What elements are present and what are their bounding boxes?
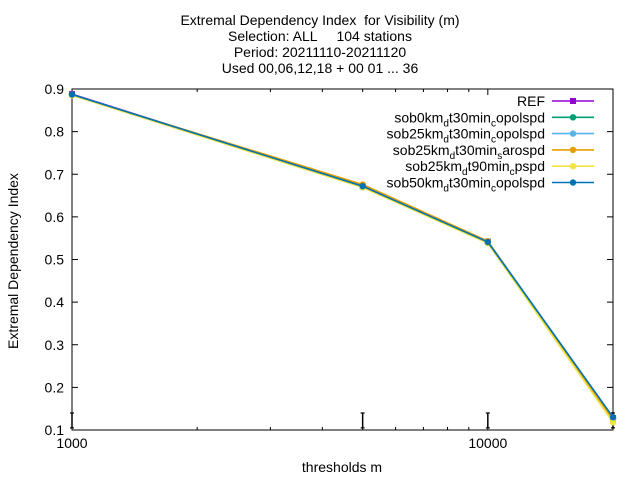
chart-title: Extremal Dependency Index for Visibility… — [180, 12, 460, 28]
x-tick-label: 1000 — [56, 435, 87, 451]
legend-swatch-marker — [569, 179, 577, 186]
legend-text-part: t30min — [449, 126, 491, 142]
legend-label: sob50kmdt30mincopolspd — [387, 175, 545, 195]
threshold-marks — [70, 412, 615, 429]
y-tick-label: 0.8 — [45, 124, 65, 140]
chart-subtitle-period: Period: 20211110-20211120 — [233, 44, 407, 60]
legend-subscript: d — [443, 118, 449, 129]
legend-text-part: t90min — [468, 158, 510, 174]
legend-subscript: c — [491, 118, 496, 129]
legend-swatch-marker — [570, 98, 576, 104]
legend-text-part: sob25km — [393, 142, 450, 158]
legend-text-part: arospd — [502, 142, 545, 158]
legend-swatch-marker — [569, 130, 577, 137]
legend-text-part: t30min — [449, 175, 491, 191]
data-point — [68, 91, 76, 98]
chart-subtitle-used: Used 00,06,12,18 + 00 01 ... 36 — [221, 60, 419, 76]
legend-label: sob25kmdt30mincopolspd — [387, 126, 545, 146]
legend-label: sob25kmdt30minsarospd — [393, 142, 545, 162]
data-point — [609, 414, 617, 421]
legend-text-part: opolspd — [496, 109, 545, 125]
data-point — [359, 182, 366, 190]
legend-subscript: c — [510, 167, 515, 178]
legend-swatch-marker — [569, 163, 577, 170]
x-tick-label: 10000 — [468, 435, 507, 451]
legend-text-part: REF — [517, 93, 545, 109]
legend-subscript: c — [491, 184, 496, 195]
legend-subscript: d — [443, 184, 449, 195]
legend-subscript: d — [462, 167, 468, 178]
legend-label: sob25kmdt90mincpspd — [405, 158, 545, 178]
legend-text-part: t30min — [455, 142, 497, 158]
y-tick-label: 0.9 — [45, 81, 65, 97]
legend-text-part: sob25km — [405, 158, 462, 174]
axes: 0.1 0.2 0.3 0.4 0.5 0.6 0.7 0.8 0.9 1000 10000 — [45, 81, 614, 451]
data-point — [484, 238, 492, 246]
series-lines — [68, 91, 617, 426]
legend-text-part: opolspd — [496, 126, 545, 142]
legend-subscript: d — [443, 135, 449, 146]
data-point — [609, 419, 617, 426]
y-axis-label: Extremal Dependency Index — [5, 173, 21, 349]
legend-text-part: pspd — [515, 158, 545, 174]
series-line — [71, 94, 614, 423]
legend-swatch-marker — [569, 114, 577, 121]
x-axis-label: thresholds m — [302, 459, 382, 475]
y-tick-label: 0.7 — [45, 166, 65, 182]
series-line — [71, 93, 614, 418]
chart-subtitle-selection: Selection: ALL 104 stations — [228, 28, 412, 44]
legend-text-part: opolspd — [496, 175, 545, 191]
y-tick-label: 0.5 — [45, 252, 65, 268]
legend-text-part: sob0km — [394, 109, 443, 125]
legend-subscript: s — [497, 151, 502, 162]
legend: REFsob0kmdt30mincopolspdsob25kmdt30minco… — [387, 93, 594, 195]
y-tick-label: 0.2 — [45, 379, 65, 395]
y-tick-label: 0.1 — [45, 422, 65, 438]
y-tick-label: 0.3 — [45, 337, 65, 353]
legend-subscript: d — [450, 151, 456, 162]
legend-swatch-marker — [569, 146, 577, 154]
legend-text-part: t30min — [449, 109, 491, 125]
legend-text-part: sob25km — [387, 126, 444, 142]
legend-subscript: c — [491, 135, 496, 146]
y-tick-label: 0.6 — [45, 209, 65, 225]
legend-text-part: sob50km — [387, 175, 444, 191]
legend-label: REF — [517, 93, 545, 109]
y-tick-label: 0.4 — [45, 294, 65, 310]
legend-label: sob0kmdt30mincopolspd — [394, 109, 545, 129]
